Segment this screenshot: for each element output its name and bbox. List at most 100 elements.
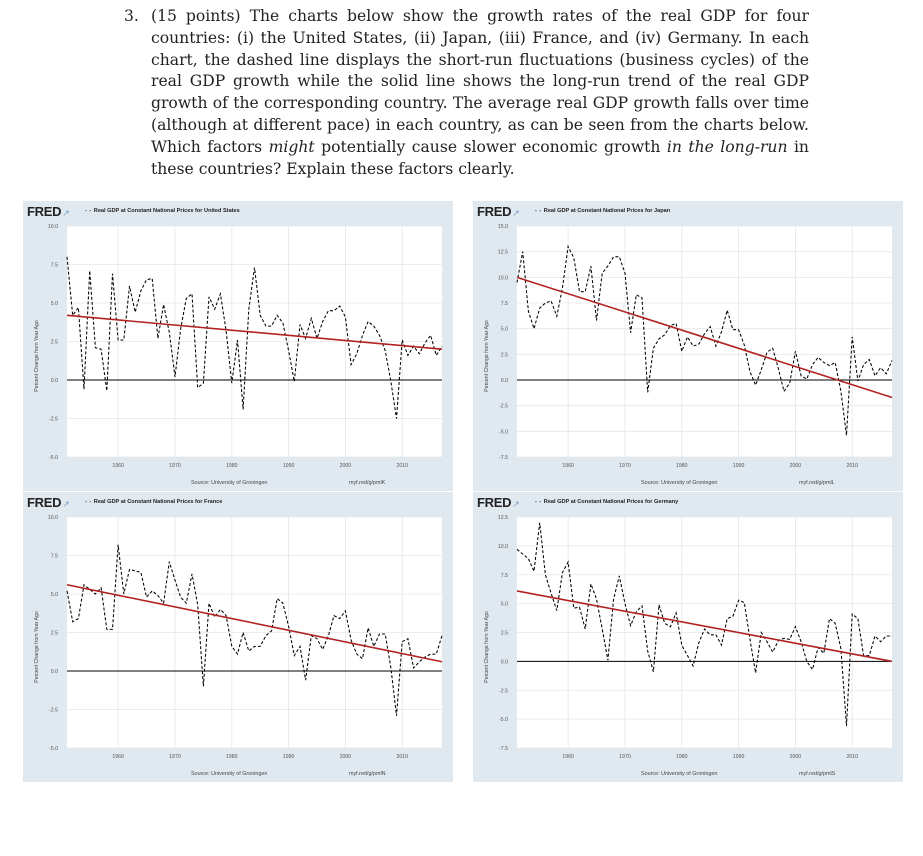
y-tick-label: 10.0 bbox=[498, 544, 508, 550]
y-tick-label: 15.0 bbox=[498, 224, 508, 230]
short-url-link[interactable]: myf.red/g/pmlK bbox=[349, 480, 386, 486]
x-tick-label: 1970 bbox=[169, 754, 181, 760]
y-tick-label: 12.5 bbox=[498, 515, 508, 521]
x-tick-label: 2010 bbox=[396, 754, 408, 760]
y-tick-label: 0.0 bbox=[501, 659, 508, 665]
y-tick-label: 2.5 bbox=[501, 352, 508, 358]
x-tick-label: 1980 bbox=[676, 463, 688, 469]
x-tick-label: 1960 bbox=[562, 754, 574, 760]
short-url-link[interactable]: myf.red/g/pmlS bbox=[799, 771, 836, 777]
question-text-middle: potentially cause slower economic growth bbox=[321, 137, 661, 156]
question-text: 3. (15 points) The charts below show the… bbox=[124, 6, 809, 180]
x-tick-label: 1980 bbox=[226, 754, 238, 760]
x-tick-label: 2010 bbox=[396, 463, 408, 469]
x-tick-label: 1960 bbox=[562, 463, 574, 469]
fred-chart-icon: ↗ bbox=[512, 499, 520, 509]
y-tick-label: 2.5 bbox=[51, 340, 58, 346]
gdp-growth-series-line bbox=[66, 544, 443, 716]
trend-line bbox=[516, 590, 893, 663]
short-url-link[interactable]: myf.red/g/pmlL bbox=[799, 480, 835, 486]
question-text-before: (15 points) The charts below show the gr… bbox=[151, 7, 809, 156]
y-tick-label: 12.5 bbox=[498, 250, 508, 256]
y-tick-label: 0.0 bbox=[51, 378, 58, 384]
question-number: 3. bbox=[124, 7, 139, 25]
trend-line bbox=[66, 583, 443, 663]
trend-line bbox=[66, 314, 443, 350]
y-tick-label: -7.5 bbox=[499, 746, 508, 752]
fred-logo: FRED↗ bbox=[27, 495, 70, 510]
chart-svg: 10.0 7.5 5.0 2.5 0.0 -2.5 -5.0 1960 1970 1980 1990… bbox=[48, 515, 443, 760]
chart-legend: - - Real GDP at Constant National Prices … bbox=[85, 499, 222, 505]
x-tick-label: 1990 bbox=[733, 754, 745, 760]
x-tick-label: 1990 bbox=[283, 754, 295, 760]
fred-logo-text: FRED bbox=[27, 204, 62, 219]
chart-legend: - - Real GDP at Constant National Prices … bbox=[535, 499, 678, 505]
chart-panel-germany: FRED↗ - - Real GDP at Constant National P… bbox=[473, 492, 903, 782]
y-tick-label: -7.5 bbox=[499, 455, 508, 461]
x-tick-label: 1970 bbox=[619, 463, 631, 469]
y-tick-label: -2.5 bbox=[49, 708, 58, 714]
legend-label: Real GDP at Constant National Prices for… bbox=[543, 499, 679, 505]
y-tick-label: -5.0 bbox=[49, 455, 58, 461]
question-body: (15 points) The charts below show the gr… bbox=[151, 6, 809, 180]
y-tick-label: -5.0 bbox=[499, 429, 508, 435]
chart-panel-united-states: FRED↗ - - Real GDP at Constant National P… bbox=[23, 201, 453, 491]
gdp-growth-series-line bbox=[516, 244, 893, 436]
y-tick-label: 10.0 bbox=[48, 515, 58, 521]
chart-legend: - - Real GDP at Constant National Prices … bbox=[85, 208, 240, 214]
question-emphasis-might: might bbox=[268, 137, 315, 156]
chart-svg: 15.0 12.5 10.0 7.5 5.0 2.5 0.0 -2.5 -5.0 -7.5 1960… bbox=[498, 224, 893, 469]
x-tick-label: 2000 bbox=[790, 463, 802, 469]
x-tick-label: 1960 bbox=[112, 754, 124, 760]
x-tick-label: 1960 bbox=[112, 463, 124, 469]
legend-dash-icon: - - bbox=[85, 208, 92, 214]
fred-logo-text: FRED bbox=[477, 204, 512, 219]
trend-line bbox=[516, 276, 893, 399]
source-label: Source: University of Groningen bbox=[641, 480, 718, 486]
y-tick-label: 7.5 bbox=[51, 263, 58, 269]
y-tick-label: -2.5 bbox=[49, 417, 58, 423]
fred-logo: FRED↗ bbox=[27, 204, 70, 219]
x-tick-label: 2000 bbox=[790, 754, 802, 760]
chart-svg: 12.5 10.0 7.5 5.0 2.5 0.0 -2.5 -5.0 -7.5 1960 1970… bbox=[498, 515, 893, 760]
y-tick-label: 5.0 bbox=[501, 602, 508, 608]
fred-logo-text: FRED bbox=[477, 495, 512, 510]
x-tick-label: 2010 bbox=[846, 463, 858, 469]
chart-panel-france: FRED↗ - - Real GDP at Constant National P… bbox=[23, 492, 453, 782]
y-tick-label: 5.0 bbox=[501, 327, 508, 333]
chart-svg: 10.0 7.5 5.0 2.5 0.0 -2.5 -5.0 1960 1970 1980 1990… bbox=[48, 224, 443, 469]
question-text-after: in these countries? Explain these factor… bbox=[151, 137, 809, 178]
chart-panel-japan: FRED↗ - - Real GDP at Constant National P… bbox=[473, 201, 903, 491]
y-tick-label: 5.0 bbox=[51, 301, 58, 307]
x-tick-label: 1990 bbox=[283, 463, 295, 469]
y-tick-label: 10.0 bbox=[498, 275, 508, 281]
y-tick-label: 5.0 bbox=[51, 592, 58, 598]
fred-chart-icon: ↗ bbox=[512, 208, 520, 218]
short-url-link[interactable]: myf.red/g/pmlN bbox=[349, 771, 386, 777]
x-tick-label: 2000 bbox=[340, 463, 352, 469]
x-tick-label: 1990 bbox=[733, 463, 745, 469]
source-label: Source: University of Groningen bbox=[641, 771, 718, 777]
gdp-growth-series-line bbox=[516, 522, 892, 727]
y-tick-label: -5.0 bbox=[49, 746, 58, 752]
y-tick-label: 0.0 bbox=[51, 669, 58, 675]
source-label: Source: University of Groningen bbox=[191, 480, 268, 486]
gdp-growth-series-line bbox=[66, 256, 443, 419]
y-tick-label: 7.5 bbox=[51, 554, 58, 560]
legend-dash-icon: - - bbox=[85, 499, 92, 505]
question-emphasis-long-run: in the long-run bbox=[666, 137, 788, 156]
chart-legend: - - Real GDP at Constant National Prices … bbox=[535, 208, 670, 214]
y-tick-label: 2.5 bbox=[501, 631, 508, 637]
legend-label: Real GDP at Constant National Prices for… bbox=[93, 499, 223, 505]
legend-label: Real GDP at Constant National Prices for… bbox=[93, 208, 240, 214]
y-tick-label: 0.0 bbox=[501, 378, 508, 384]
fred-chart-icon: ↗ bbox=[62, 208, 70, 218]
plot-area bbox=[517, 226, 892, 457]
y-tick-label: 2.5 bbox=[51, 631, 58, 637]
y-tick-label: -2.5 bbox=[499, 404, 508, 410]
x-tick-label: 2000 bbox=[340, 754, 352, 760]
y-tick-label: -2.5 bbox=[499, 688, 508, 694]
x-tick-label: 1970 bbox=[169, 463, 181, 469]
fred-logo: FRED↗ bbox=[477, 495, 520, 510]
legend-dash-icon: - - bbox=[535, 208, 542, 214]
